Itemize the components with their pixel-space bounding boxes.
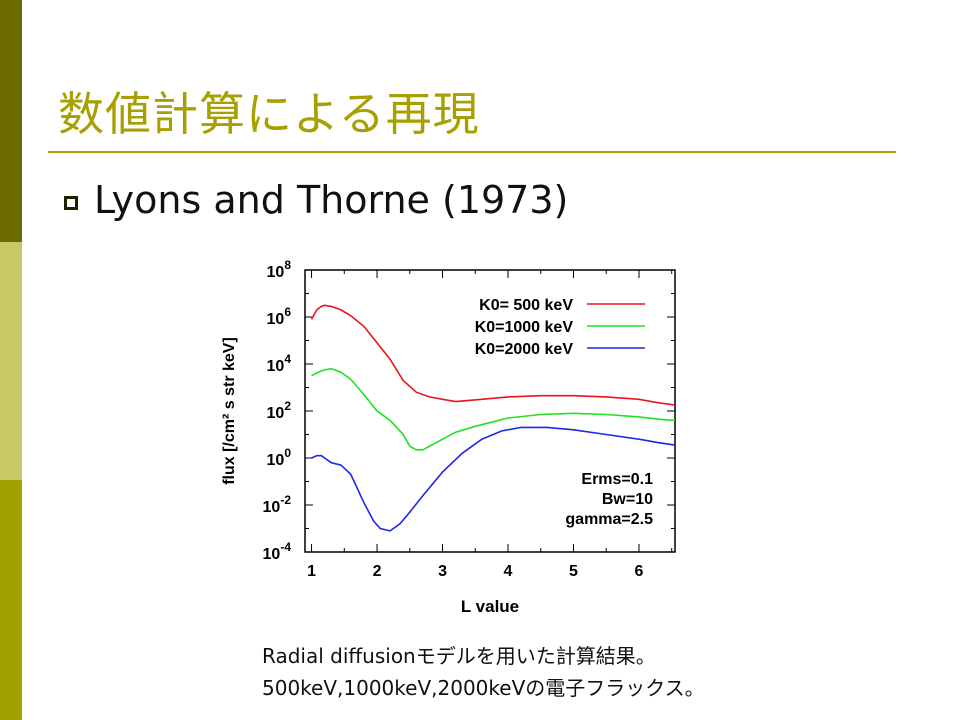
slide-subtitle: Lyons and Thorne (1973) — [94, 178, 569, 222]
y-tick-label: 10-4 — [263, 540, 292, 563]
legend-label-2: K0=1000 keV — [475, 319, 574, 336]
legend-label-3: K0=2000 keV — [475, 341, 574, 358]
annotation-1: Erms=0.1 — [581, 471, 653, 488]
y-tick-label: 102 — [267, 399, 292, 422]
legend-label-1: K0= 500 keV — [479, 297, 573, 314]
x-tick-label: 6 — [635, 563, 644, 580]
y-tick-label: 108 — [267, 258, 292, 281]
series-line-2 — [311, 367, 676, 451]
y-axis-label: flux [/cm² s str keV] — [221, 337, 238, 485]
x-tick-label: 5 — [569, 563, 578, 580]
flux-chart: 1 2 3 4 5 6 10-4 10-2 100 102 104 106 108 L value flux… — [221, 258, 676, 616]
sidebar-stripe-middle — [0, 242, 22, 480]
x-tick-label: 3 — [438, 563, 447, 580]
series-line-3 — [311, 426, 676, 532]
slide-title: 数値計算による再現 — [58, 87, 480, 141]
annotation-2: Bw=10 — [602, 491, 653, 508]
caption-line-1: Radial diffusionモデルを用いた計算結果。 — [262, 644, 656, 668]
annotation-3: gamma=2.5 — [565, 511, 653, 528]
sidebar-stripe-top — [0, 0, 22, 242]
x-tick-label: 1 — [307, 563, 316, 580]
x-axis-label: L value — [461, 597, 519, 616]
title-divider — [48, 151, 896, 153]
caption-line-2: 500keV,1000keV,2000keVの電子フラックス。 — [262, 676, 705, 700]
x-tick-label: 2 — [373, 563, 382, 580]
y-tick-label: 106 — [267, 305, 292, 328]
y-tick-label: 100 — [267, 446, 292, 469]
y-tick-label: 104 — [267, 352, 292, 375]
series-line-1 — [310, 304, 676, 406]
bullet-icon — [64, 196, 78, 210]
y-tick-label: 10-2 — [263, 493, 292, 516]
x-tick-label: 4 — [504, 563, 513, 580]
sidebar-stripe-bottom — [0, 480, 22, 720]
